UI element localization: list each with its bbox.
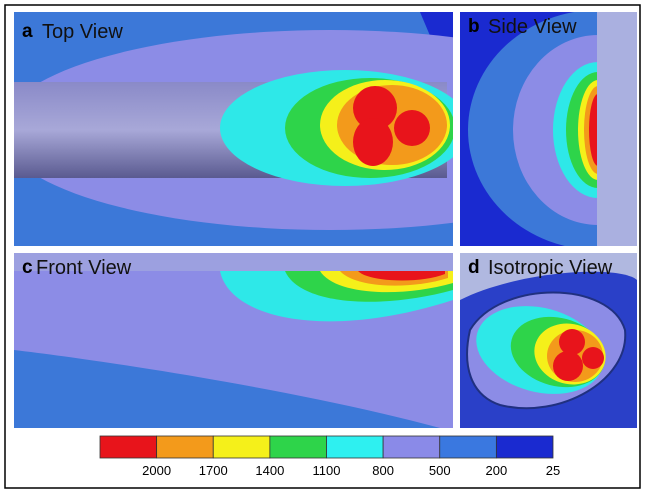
- legend-label: 1100: [313, 463, 341, 478]
- legend-swatch: [212, 435, 271, 459]
- panel-b: [460, 12, 637, 246]
- legend-label: 500: [429, 463, 451, 478]
- legend-label: 1400: [255, 463, 284, 478]
- legend-swatch: [99, 435, 158, 459]
- legend-swatch: [439, 435, 497, 459]
- panel-letter: d: [468, 257, 480, 278]
- panel-title: Front View: [36, 257, 132, 279]
- panel-d: [460, 253, 637, 428]
- panel-a: [14, 12, 453, 246]
- panel-letter: c: [22, 257, 33, 278]
- legend-swatch: [269, 435, 327, 459]
- legend-swatch: [326, 435, 384, 459]
- panel-title: Top View: [42, 21, 123, 43]
- legend-label: 200: [486, 463, 508, 478]
- panel-c: [14, 253, 453, 428]
- legend-swatch: [156, 435, 214, 459]
- color-legend: 2000 1700 1400 1100 800 500 200 25: [99, 435, 560, 478]
- panel-title: Isotropic View: [488, 257, 613, 279]
- panel-letter: a: [22, 21, 33, 42]
- legend-label: 1700: [199, 463, 228, 478]
- panel-title: Side View: [488, 16, 577, 38]
- legend-label: 800: [372, 463, 394, 478]
- legend-label: 2000: [142, 463, 171, 478]
- panel-letter: b: [468, 16, 480, 37]
- legend-swatch: [495, 435, 554, 459]
- legend-swatch: [382, 435, 441, 459]
- legend-label: 25: [546, 463, 560, 478]
